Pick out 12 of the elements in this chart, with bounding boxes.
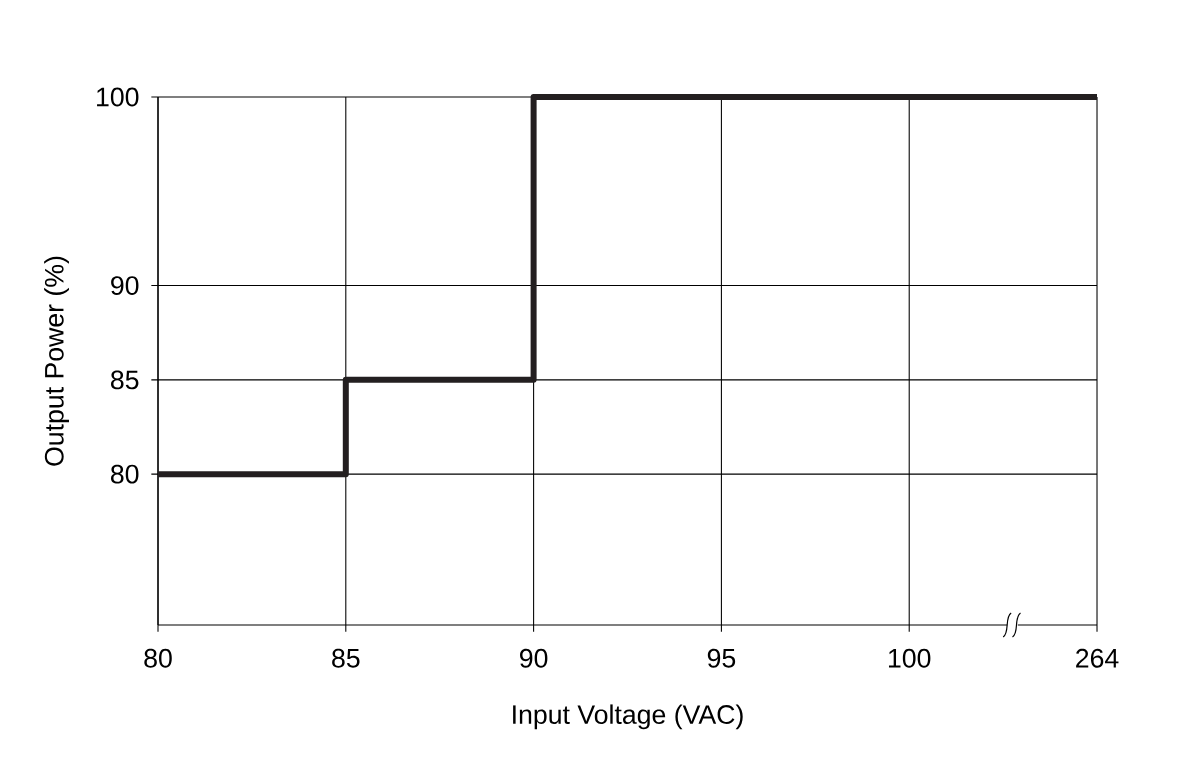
x-tick-label: 90 [520, 648, 548, 668]
y-tick-label: 85 [111, 370, 139, 390]
x-tick-label: 95 [707, 648, 736, 668]
x-tick-label: 264 [1076, 648, 1119, 668]
x-tick-label: 80 [144, 648, 172, 668]
x-axis-title: Input Voltage (VAC) [513, 704, 743, 730]
y-tick-label: 100 [97, 87, 139, 107]
x-tick-label: 100 [888, 648, 931, 668]
x-tick-label: 85 [332, 648, 360, 668]
y-axis-title: Output Power (%) [44, 256, 69, 466]
y-tick-label: 90 [111, 276, 139, 295]
y-tick-label: 80 [111, 464, 139, 484]
